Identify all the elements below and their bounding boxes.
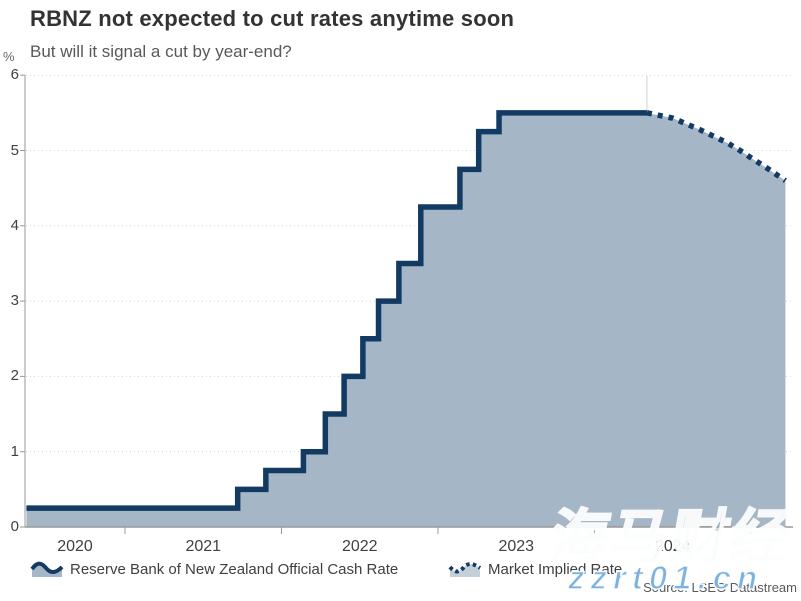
legend-item-official-cash-rate: Reserve Bank of New Zealand Official Cas… [30, 557, 398, 581]
legend-label: Market Implied Rate [488, 560, 623, 578]
source-credit: Source: LSEG Datastream [643, 580, 797, 595]
legend-label: Reserve Bank of New Zealand Official Cas… [70, 560, 399, 578]
legend-item-market-implied-rate: Market Implied Rate [448, 557, 622, 581]
solid-area-line-icon [30, 561, 64, 577]
area-fill [26, 112, 786, 527]
legend: Reserve Bank of New Zealand Official Cas… [0, 557, 801, 581]
official-cash-rate-step-line [26, 110, 647, 511]
chart-subtitle: But will it signal a cut by year-end? [30, 42, 292, 61]
y-axis-unit-label: % [3, 49, 15, 64]
chart-title: RBNZ not expected to cut rates anytime s… [30, 6, 515, 31]
dotted-area-line-icon [448, 562, 482, 577]
